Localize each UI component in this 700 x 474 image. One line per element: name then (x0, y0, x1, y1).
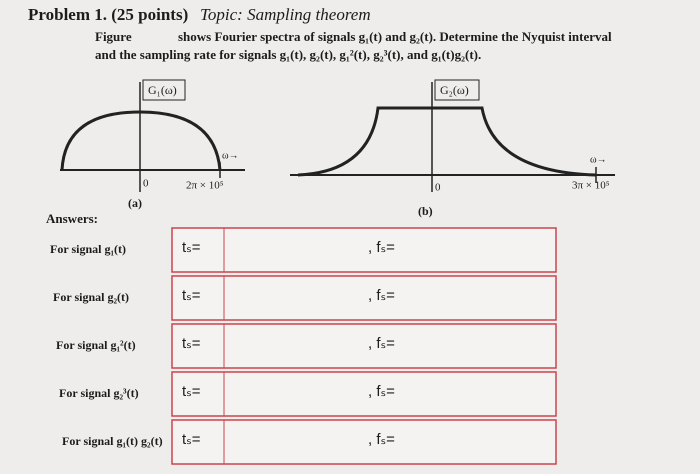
figure-label: G₁(ω) (148, 83, 177, 97)
fs-label: , fₛ= (368, 383, 395, 400)
answer-box[interactable] (171, 227, 557, 273)
signal-label: For signal g₂(t) (53, 290, 129, 304)
fs-label: , fₛ= (368, 239, 395, 256)
signal-label: For signal g₁²(t) (56, 338, 136, 352)
label-box (142, 79, 186, 101)
fs-label: , fₛ= (368, 335, 395, 352)
answer-box[interactable] (171, 323, 557, 369)
problem-text: shows Fourier spectra of signals g₁(t) a… (178, 29, 612, 44)
answer-box[interactable] (171, 371, 557, 417)
label-box (434, 79, 480, 101)
signal-label: For signal g₁(t) (50, 242, 126, 256)
axis-label: ω→ (222, 150, 239, 161)
figure-label: G₂(ω) (440, 83, 469, 97)
figure-b (290, 79, 615, 192)
caption: (b) (418, 204, 433, 218)
spectrum (60, 110, 222, 171)
ts-label: tₛ= (182, 335, 201, 352)
figure-a (60, 79, 245, 192)
figure-ref: Figure (95, 29, 132, 44)
bandwidth-label: 3π × 10⁵ (572, 180, 610, 192)
answer-box[interactable] (171, 275, 557, 321)
spectrum (297, 106, 597, 177)
ts-label: tₛ= (182, 287, 201, 304)
ts-label: tₛ= (182, 431, 201, 448)
fs-label: , fₛ= (368, 287, 395, 304)
caption: (a) (128, 196, 142, 210)
origin-label: 0 (435, 182, 441, 194)
bandwidth-label: 2π × 10⁵ (186, 180, 224, 192)
ts-label: tₛ= (182, 239, 201, 256)
signal-label: For signal g₁(t) g₂(t) (62, 434, 163, 448)
origin-label: 0 (143, 178, 149, 190)
answer-box[interactable] (171, 419, 557, 465)
topic: Topic: Sampling theorem (200, 5, 371, 24)
answers-title: Answers: (46, 211, 98, 226)
fs-label: , fₛ= (368, 431, 395, 448)
axis-label: ω→ (590, 154, 607, 165)
answer-rows: For signal g₁(t) tₛ= , fₛ= For signal g₂(t)… (50, 227, 557, 465)
problem-text: and the sampling rate for signals g₁(t),… (95, 47, 481, 62)
ts-label: tₛ= (182, 383, 201, 400)
signal-label: For signal g₂³(t) (59, 386, 139, 400)
problem-title: Problem 1. (25 points) (28, 5, 188, 24)
